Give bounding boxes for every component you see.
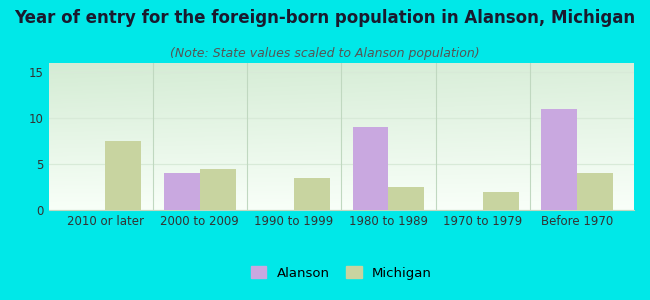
Bar (352, 127, 389, 210)
Bar (164, 173, 200, 210)
Bar (200, 169, 235, 210)
Bar (577, 173, 613, 210)
Legend: Alanson, Michigan: Alanson, Michigan (250, 266, 432, 280)
Bar (541, 109, 577, 210)
Text: (Note: State values scaled to Alanson population): (Note: State values scaled to Alanson po… (170, 46, 480, 59)
Bar (105, 141, 141, 210)
Bar (483, 192, 519, 210)
Text: Year of entry for the foreign-born population in Alanson, Michigan: Year of entry for the foreign-born popul… (14, 9, 636, 27)
Bar (389, 187, 424, 210)
Bar (294, 178, 330, 210)
